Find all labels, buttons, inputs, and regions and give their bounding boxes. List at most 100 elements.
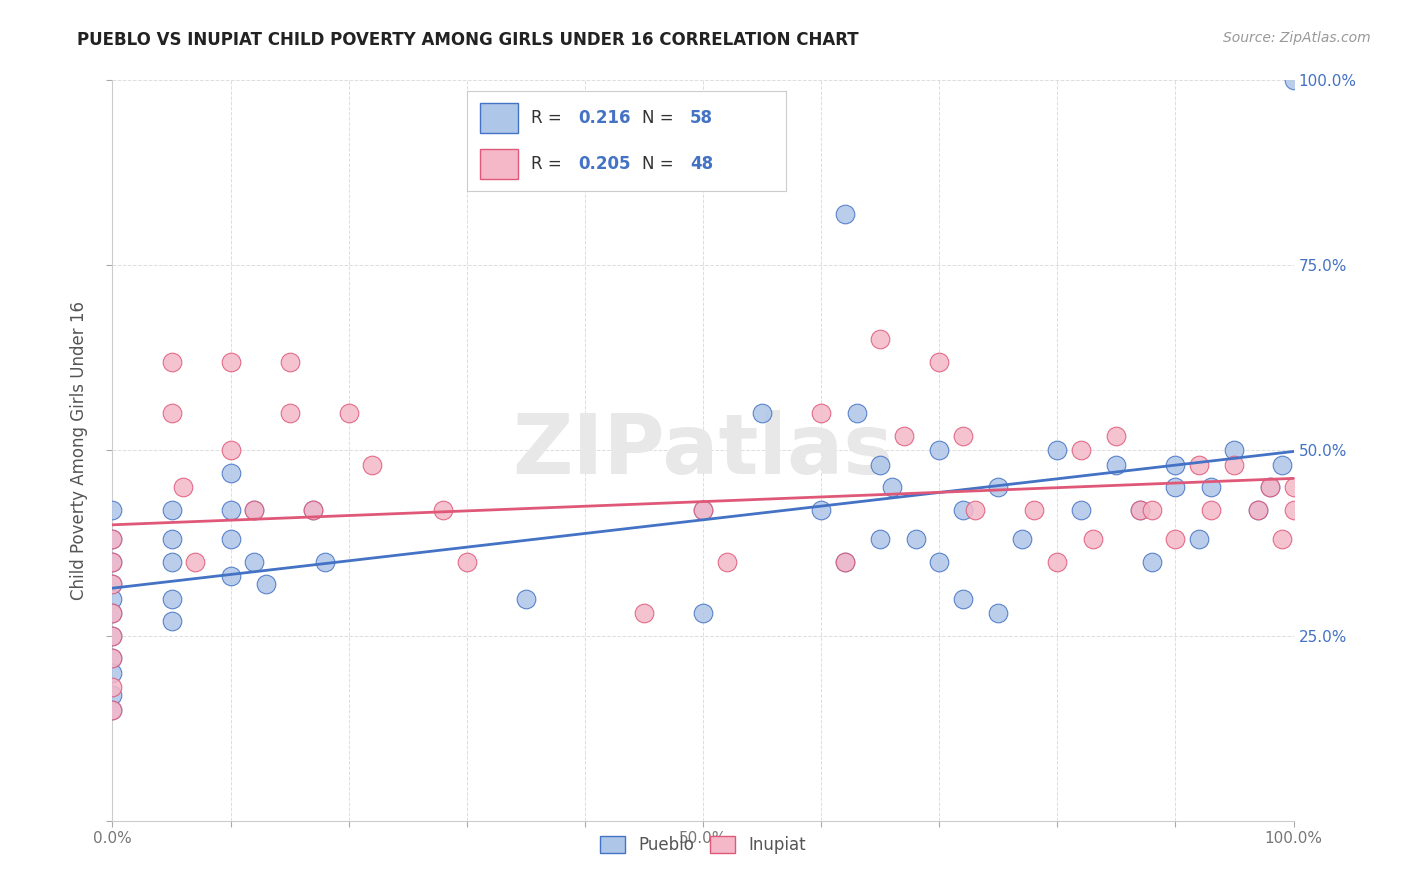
Point [101, 576, 124, 591]
Point [716, 555, 738, 569]
Point [337, 407, 360, 421]
Point [1188, 458, 1211, 473]
Point [278, 354, 301, 368]
Point [219, 354, 242, 368]
Point [1247, 502, 1270, 516]
Point [172, 480, 194, 494]
Point [963, 502, 986, 516]
Point [880, 480, 903, 494]
Point [302, 502, 325, 516]
Point [1188, 533, 1211, 547]
Point [1223, 458, 1246, 473]
Point [1140, 555, 1163, 569]
Point [432, 502, 454, 516]
Point [1105, 428, 1128, 442]
Point [160, 502, 183, 516]
Text: Source: ZipAtlas.com: Source: ZipAtlas.com [1223, 31, 1371, 45]
Point [869, 458, 891, 473]
Point [834, 555, 856, 569]
Point [928, 354, 950, 368]
Point [1022, 502, 1045, 516]
Point [1247, 502, 1270, 516]
Point [987, 480, 1010, 494]
Point [904, 533, 927, 547]
Point [515, 591, 537, 606]
Point [101, 688, 124, 702]
Point [1046, 443, 1069, 458]
Point [243, 502, 266, 516]
Point [692, 607, 714, 621]
Point [101, 502, 124, 516]
Point [952, 591, 974, 606]
Point [987, 607, 1010, 621]
Point [160, 591, 183, 606]
Text: PUEBLO VS INUPIAT CHILD POVERTY AMONG GIRLS UNDER 16 CORRELATION CHART: PUEBLO VS INUPIAT CHILD POVERTY AMONG GI… [77, 31, 859, 49]
Point [1258, 480, 1281, 494]
Point [633, 607, 655, 621]
Point [1070, 443, 1092, 458]
Point [1081, 533, 1104, 547]
Point [1282, 73, 1305, 87]
Point [219, 466, 242, 480]
Point [278, 407, 301, 421]
Point [314, 555, 336, 569]
Point [456, 555, 478, 569]
Point [893, 428, 915, 442]
Point [1070, 502, 1092, 516]
Point [101, 555, 124, 569]
Point [952, 428, 974, 442]
Point [869, 533, 891, 547]
Point [810, 502, 832, 516]
Point [101, 607, 124, 621]
Point [101, 650, 124, 665]
Point [160, 614, 183, 628]
Point [1282, 502, 1305, 516]
Point [1223, 443, 1246, 458]
Point [1011, 533, 1033, 547]
Point [928, 443, 950, 458]
Point [751, 407, 773, 421]
Point [101, 628, 124, 642]
Point [101, 591, 124, 606]
Y-axis label: Child Poverty Among Girls Under 16: Child Poverty Among Girls Under 16 [70, 301, 89, 600]
Point [160, 354, 183, 368]
Point [101, 681, 124, 695]
Point [834, 555, 856, 569]
Point [928, 555, 950, 569]
Point [1271, 458, 1294, 473]
Point [101, 533, 124, 547]
Point [1258, 480, 1281, 494]
Point [184, 555, 207, 569]
Point [834, 206, 856, 220]
Legend: Pueblo, Inupiat: Pueblo, Inupiat [593, 829, 813, 861]
Point [692, 502, 714, 516]
Point [869, 332, 891, 346]
Point [1129, 502, 1152, 516]
Point [101, 703, 124, 717]
Point [101, 628, 124, 642]
Point [101, 533, 124, 547]
Point [692, 502, 714, 516]
Point [101, 576, 124, 591]
Point [1199, 480, 1222, 494]
Point [1140, 502, 1163, 516]
Point [160, 533, 183, 547]
Point [243, 502, 266, 516]
Point [1282, 480, 1305, 494]
Point [219, 533, 242, 547]
Point [1046, 555, 1069, 569]
Point [1164, 480, 1187, 494]
Point [1164, 458, 1187, 473]
Point [160, 555, 183, 569]
Point [810, 407, 832, 421]
Point [101, 665, 124, 680]
Point [1129, 502, 1152, 516]
Point [1105, 458, 1128, 473]
Point [101, 607, 124, 621]
Point [1164, 533, 1187, 547]
Point [243, 555, 266, 569]
Point [1199, 502, 1222, 516]
Point [952, 502, 974, 516]
Point [254, 576, 277, 591]
Point [101, 555, 124, 569]
